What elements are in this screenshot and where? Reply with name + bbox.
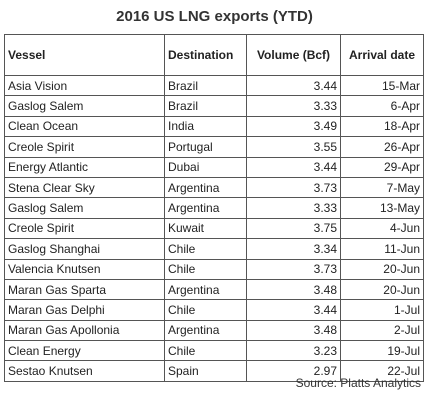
arrival-date-cell: 1-Jul xyxy=(340,299,424,321)
vessel-cell: Clean Ocean xyxy=(4,115,165,138)
column-header-vessel: Vessel xyxy=(4,34,165,76)
table-row: Stena Clear Sky Argentina 3.73 7-May xyxy=(4,176,424,199)
vessel-cell: Gaslog Shanghai xyxy=(4,238,165,260)
table-row: Maran Gas Apollonia Argentina 3.48 2-Jul xyxy=(4,319,424,342)
destination-cell: Argentina xyxy=(164,278,247,301)
destination-cell: Brazil xyxy=(164,95,247,117)
arrival-date-cell: 18-Apr xyxy=(340,115,424,138)
table-row: Maran Gas Delphi Chile 3.44 1-Jul xyxy=(4,299,424,321)
destination-cell: Chile xyxy=(164,238,247,260)
vessel-cell: Valencia Knutsen xyxy=(4,258,165,280)
volume-cell: 3.34 xyxy=(246,238,341,260)
destination-cell: Argentina xyxy=(164,176,247,199)
table-row: Clean Ocean India 3.49 18-Apr xyxy=(4,115,424,138)
table-row: Energy Atlantic Dubai 3.44 29-Apr xyxy=(4,156,424,178)
vessel-cell: Clean Energy xyxy=(4,340,165,362)
vessel-cell: Maran Gas Apollonia xyxy=(4,319,165,342)
volume-cell: 3.23 xyxy=(246,340,341,362)
vessel-cell: Creole Spirit xyxy=(4,217,165,240)
arrival-date-cell: 29-Apr xyxy=(340,156,424,178)
table-body: Asia Vision Brazil 3.44 15-Mar Gaslog Salem B… xyxy=(4,74,424,382)
arrival-date-cell: 19-Jul xyxy=(340,340,424,362)
vessel-cell: Maran Gas Sparta xyxy=(4,278,165,301)
arrival-date-cell: 26-Apr xyxy=(340,136,424,158)
destination-cell: Portugal xyxy=(164,136,247,158)
table-row: Sestao Knutsen Spain 2.97 22-Jul xyxy=(4,360,424,382)
arrival-date-cell: 4-Jun xyxy=(340,217,424,240)
column-header-destination: Destination xyxy=(164,34,247,76)
vessel-cell: Asia Vision xyxy=(4,74,165,97)
header-row: Vessel Destination Volume (Bcf) Arrival … xyxy=(4,34,424,76)
table-row: Gaslog Salem Brazil 3.33 6-Apr xyxy=(4,95,424,117)
table-row: Valencia Knutsen Chile 3.73 20-Jun xyxy=(4,258,424,280)
arrival-date-cell: 20-Jun xyxy=(340,278,424,301)
arrival-date-cell: 15-Mar xyxy=(340,74,424,97)
destination-cell: Brazil xyxy=(164,74,247,97)
destination-cell: Kuwait xyxy=(164,217,247,240)
table-row: Gaslog Salem Argentina 3.33 13-May xyxy=(4,197,424,219)
table-row: Maran Gas Sparta Argentina 3.48 20-Jun xyxy=(4,278,424,301)
vessel-cell: Maran Gas Delphi xyxy=(4,299,165,321)
destination-cell: Argentina xyxy=(164,197,247,219)
arrival-date-cell: 22-Jul xyxy=(340,360,424,382)
vessel-cell: Stena Clear Sky xyxy=(4,176,165,199)
destination-cell: Dubai xyxy=(164,156,247,178)
arrival-date-cell: 11-Jun xyxy=(340,238,424,260)
table-row: Creole Spirit Kuwait 3.75 4-Jun xyxy=(4,217,424,240)
volume-cell: 3.73 xyxy=(246,258,341,280)
arrival-date-cell: 7-May xyxy=(340,176,424,199)
column-header-volume: Volume (Bcf) xyxy=(246,34,341,76)
source-note: Source: Platts Analytics xyxy=(295,376,421,390)
arrival-date-cell: 13-May xyxy=(340,197,424,219)
vessel-cell: Sestao Knutsen xyxy=(4,360,165,382)
arrival-date-cell: 20-Jun xyxy=(340,258,424,280)
volume-cell: 2.97 xyxy=(246,360,341,382)
destination-cell: Chile xyxy=(164,299,247,321)
table-row: Gaslog Shanghai Chile 3.34 11-Jun xyxy=(4,238,424,260)
volume-cell: 3.49 xyxy=(246,115,341,138)
column-header-arrival-date: Arrival date xyxy=(340,34,424,76)
destination-cell: Chile xyxy=(164,340,247,362)
table-row: Creole Spirit Portugal 3.55 26-Apr xyxy=(4,136,424,158)
destination-cell: India xyxy=(164,115,247,138)
volume-cell: 3.44 xyxy=(246,299,341,321)
vessel-cell: Gaslog Salem xyxy=(4,197,165,219)
arrival-date-cell: 2-Jul xyxy=(340,319,424,342)
table-row: Asia Vision Brazil 3.44 15-Mar xyxy=(4,74,424,97)
volume-cell: 3.48 xyxy=(246,319,341,342)
destination-cell: Argentina xyxy=(164,319,247,342)
volume-cell: 3.73 xyxy=(246,176,341,199)
destination-cell: Spain xyxy=(164,360,247,382)
volume-cell: 3.75 xyxy=(246,217,341,240)
vessel-cell: Energy Atlantic xyxy=(4,156,165,178)
volume-cell: 3.48 xyxy=(246,278,341,301)
vessel-cell: Creole Spirit xyxy=(4,136,165,158)
volume-cell: 3.44 xyxy=(246,74,341,97)
table-row: Clean Energy Chile 3.23 19-Jul xyxy=(4,340,424,362)
lng-exports-table: Vessel Destination Volume (Bcf) Arrival … xyxy=(4,34,424,382)
volume-cell: 3.44 xyxy=(246,156,341,178)
destination-cell: Chile xyxy=(164,258,247,280)
table-title: 2016 US LNG exports (YTD) xyxy=(116,8,313,25)
vessel-cell: Gaslog Salem xyxy=(4,95,165,117)
volume-cell: 3.33 xyxy=(246,95,341,117)
volume-cell: 3.33 xyxy=(246,197,341,219)
volume-cell: 3.55 xyxy=(246,136,341,158)
arrival-date-cell: 6-Apr xyxy=(340,95,424,117)
